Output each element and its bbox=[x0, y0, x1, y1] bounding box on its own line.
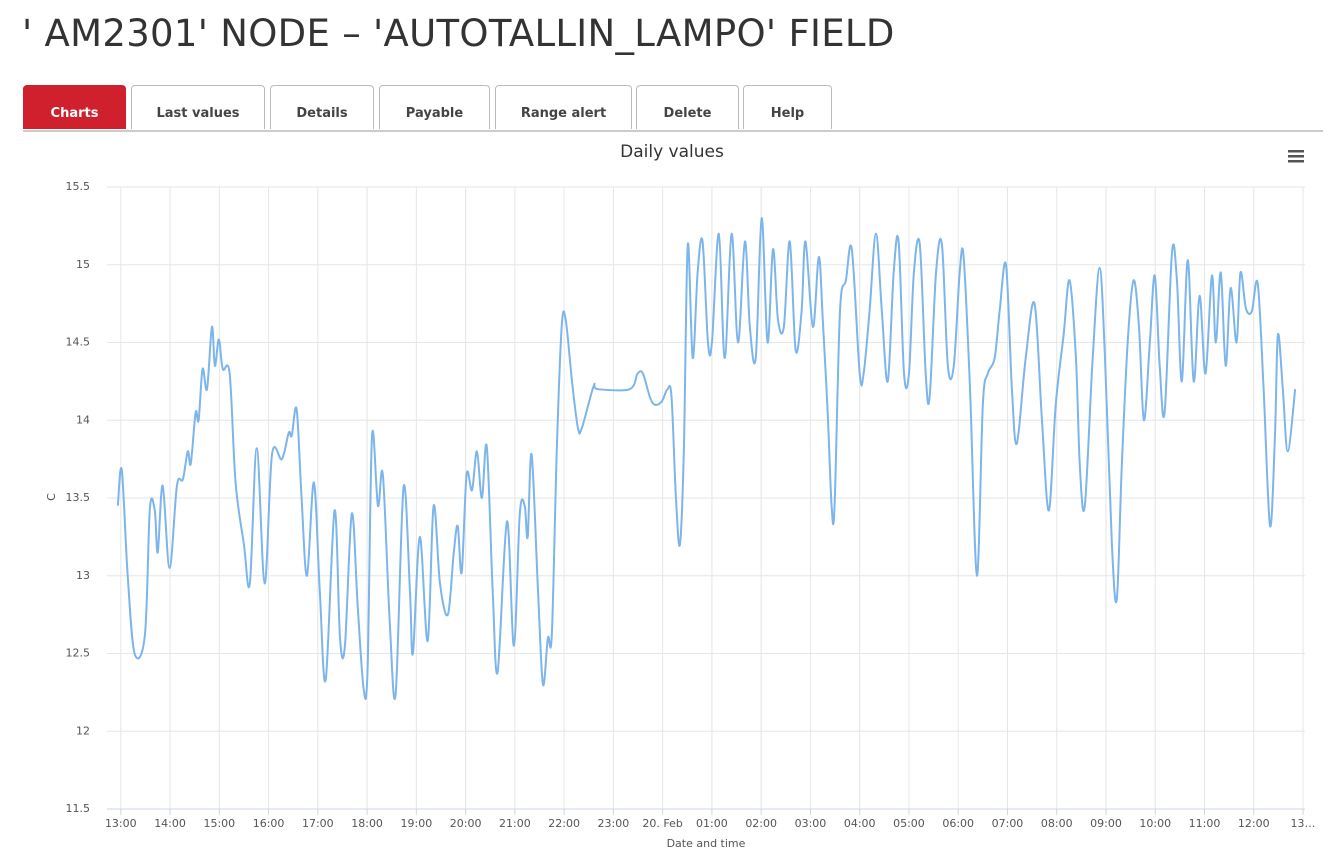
y-tick-label: 13.5 bbox=[66, 491, 91, 504]
x-tick-label: 04:00 bbox=[844, 817, 876, 830]
x-tick-label: 03:00 bbox=[795, 817, 827, 830]
x-tick-label: 17:00 bbox=[302, 817, 334, 830]
tab[interactable]: Payable bbox=[379, 85, 490, 129]
x-tick-label: 23:00 bbox=[598, 817, 630, 830]
x-tick-label: 06:00 bbox=[942, 817, 974, 830]
tab-bar: Charts Last values Details Payable Range… bbox=[23, 85, 1323, 132]
x-tick-label: 21:00 bbox=[499, 817, 531, 830]
y-tick-label: 14 bbox=[76, 413, 90, 426]
y-tick-label: 15.5 bbox=[66, 180, 91, 193]
y-tick-label: 11.5 bbox=[66, 802, 91, 815]
y-tick-label: 14.5 bbox=[66, 336, 91, 349]
x-tick-label: 07:00 bbox=[992, 817, 1024, 830]
x-tick-label: 19:00 bbox=[401, 817, 433, 830]
menu-button[interactable] bbox=[1288, 150, 1304, 163]
tab[interactable]: Last values bbox=[131, 85, 265, 129]
x-tick-label: 15:00 bbox=[203, 817, 235, 830]
x-tick-label: 16:00 bbox=[253, 817, 285, 830]
line-series bbox=[116, 217, 1297, 701]
x-tick-label: 10:00 bbox=[1139, 817, 1171, 830]
x-tick-label: 20:00 bbox=[450, 817, 482, 830]
tab[interactable]: Range alert bbox=[495, 85, 632, 129]
x-tick-label: 12:00 bbox=[1238, 817, 1270, 830]
x-tick-label: 13… bbox=[1291, 817, 1316, 830]
page-title: ' AM2301' NODE – 'AUTOTALLIN_LAMPO' FIEL… bbox=[22, 12, 895, 55]
tab[interactable]: Help bbox=[743, 85, 832, 129]
x-tick-label: 18:00 bbox=[351, 817, 383, 830]
y-axis-label: C bbox=[45, 493, 58, 501]
x-tick-label: 14:00 bbox=[154, 817, 186, 830]
x-tick-label: 09:00 bbox=[1090, 817, 1122, 830]
x-tick-label: 20. Feb bbox=[642, 817, 682, 830]
x-tick-label: 22:00 bbox=[548, 817, 580, 830]
x-tick-label: 01:00 bbox=[696, 817, 728, 830]
y-tick-label: 15 bbox=[76, 258, 90, 271]
y-tick-label: 13 bbox=[76, 569, 90, 582]
x-tick-label: 08:00 bbox=[1041, 817, 1073, 830]
x-axis-label: Date and time bbox=[667, 837, 746, 850]
y-tick-label: 12.5 bbox=[66, 647, 91, 660]
tab[interactable]: Delete bbox=[636, 85, 739, 129]
x-tick-label: 02:00 bbox=[745, 817, 777, 830]
x-tick-label: 05:00 bbox=[893, 817, 925, 830]
chart-title: Daily values bbox=[620, 142, 724, 162]
tab[interactable]: Details bbox=[270, 85, 374, 129]
x-tick-label: 11:00 bbox=[1189, 817, 1221, 830]
x-tick-label: 13:00 bbox=[105, 817, 137, 830]
y-tick-label: 12 bbox=[76, 724, 90, 737]
tab[interactable]: Charts bbox=[23, 85, 126, 129]
